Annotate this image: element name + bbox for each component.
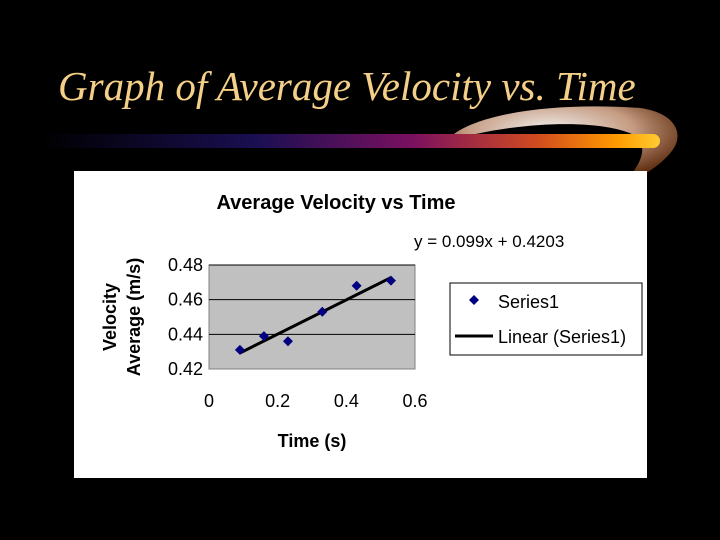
trendline [239, 276, 392, 355]
x-tick-label: 0.2 [265, 391, 290, 411]
data-point [385, 275, 396, 286]
y-axis-title-line2: Average (m/s) [124, 258, 144, 376]
chart: Average Velocity vs Time y = 0.099x + 0.… [100, 192, 643, 451]
title-underline-swoosh [40, 106, 678, 188]
data-point [234, 344, 245, 355]
chart-title: Average Velocity vs Time [216, 192, 455, 214]
legend-series1-label: Series1 [498, 292, 559, 312]
x-axis-title: Time (s) [278, 431, 347, 451]
data-point [282, 336, 293, 347]
x-tick-label: 0.4 [334, 391, 359, 411]
legend-linear-label: Linear (Series1) [498, 327, 626, 347]
legend-diamond-marker [469, 295, 479, 305]
x-tick-label: 0 [204, 391, 214, 411]
x-tick-label: 0.6 [402, 391, 427, 411]
y-axis-title-line1: Velocity [100, 283, 120, 351]
legend-box [449, 282, 643, 356]
y-tick-label: 0.46 [168, 290, 203, 310]
slide-title: Graph of Average Velocity vs. Time [58, 63, 636, 109]
y-tick-label: 0.42 [168, 359, 203, 379]
legend: Series1 Linear (Series1) [449, 282, 643, 356]
data-point [258, 331, 269, 342]
y-tick-label: 0.48 [168, 255, 203, 275]
y-tick-label: 0.44 [168, 324, 203, 344]
data-point [317, 306, 328, 317]
chart-panel: Average Velocity vs Time y = 0.099x + 0.… [74, 171, 647, 478]
trendline-equation: y = 0.099x + 0.4203 [414, 232, 564, 251]
data-point [351, 280, 362, 291]
